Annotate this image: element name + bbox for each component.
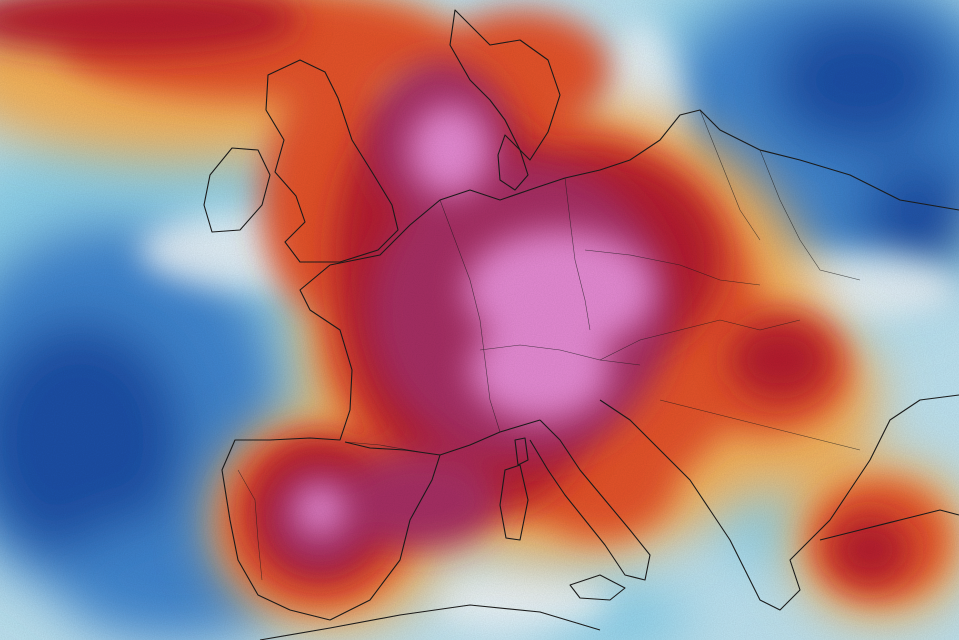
coastline-sardinia bbox=[499, 464, 529, 541]
borders-layer bbox=[203, 9, 959, 640]
coastline-italy bbox=[529, 419, 651, 581]
coastline-greece bbox=[744, 489, 851, 611]
coastline-iberia bbox=[221, 439, 441, 621]
coastline-corsica bbox=[514, 437, 529, 466]
border-germany-east bbox=[564, 177, 591, 331]
coastline-ireland bbox=[203, 147, 271, 233]
coastline-great-britain bbox=[265, 59, 399, 263]
coastline-french-med bbox=[439, 419, 541, 456]
border-austria-hungary bbox=[599, 319, 801, 361]
coastline-black-sea bbox=[849, 394, 959, 491]
country-border-lines bbox=[237, 109, 861, 581]
coastline-france-atlantic bbox=[269, 264, 353, 441]
border-alps bbox=[479, 344, 641, 366]
coastline-sicily bbox=[569, 574, 626, 601]
border-poland-south bbox=[584, 249, 761, 286]
border-belarus bbox=[759, 149, 861, 281]
border-france-east bbox=[439, 199, 501, 433]
coastline-jutland bbox=[497, 134, 529, 191]
border-spain-portugal bbox=[237, 469, 263, 581]
border-baltic bbox=[699, 109, 761, 241]
coastline-north-africa bbox=[259, 604, 601, 640]
coastline-scandinavia bbox=[449, 9, 561, 161]
border-pyrenees bbox=[344, 441, 421, 453]
border-balkans bbox=[659, 399, 861, 451]
coastline-adriatic-east bbox=[599, 399, 746, 571]
coastline-anatolia bbox=[819, 509, 959, 541]
